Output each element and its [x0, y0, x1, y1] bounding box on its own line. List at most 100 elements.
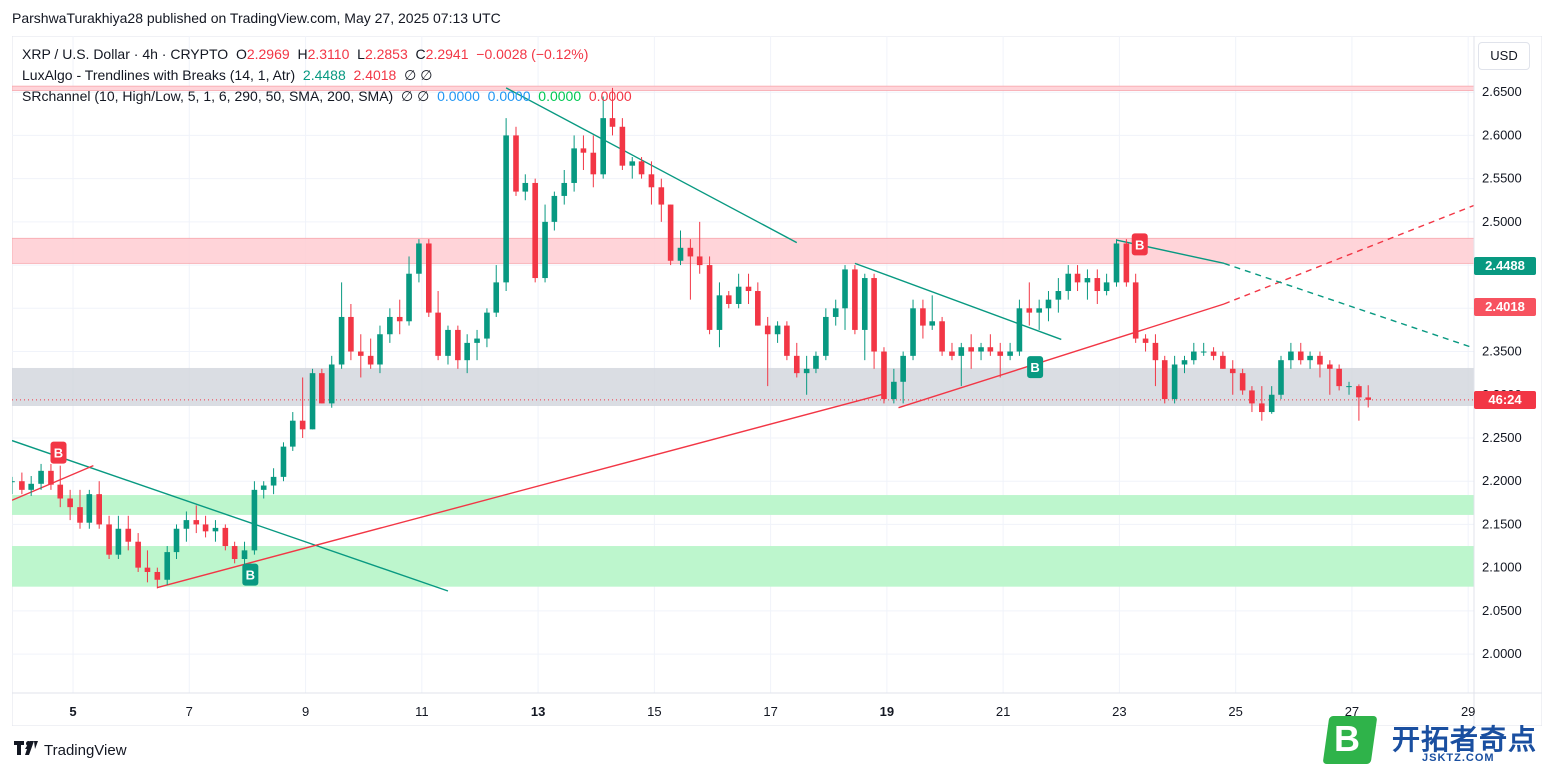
candle-down: [667, 204, 674, 266]
signals: B B B B: [50, 233, 1148, 586]
legend-srchannel-row[interactable]: SRchannel (10, High/Low, 5, 1, 6, 290, 5…: [22, 86, 632, 107]
candle-body: [231, 546, 238, 560]
candle-body: [580, 148, 587, 153]
candle-up: [212, 520, 219, 542]
candle-body: [1307, 355, 1313, 361]
candle-down: [348, 303, 354, 361]
tradingview-logo-text: TradingView: [44, 742, 127, 759]
candle-body: [260, 485, 267, 490]
candle-down: [1132, 273, 1139, 343]
watermark: B 开拓者奇点 JSKTZ.COM: [1312, 714, 1552, 772]
candle-up: [503, 118, 509, 292]
candle-body: [755, 291, 761, 326]
candle-up: [1346, 381, 1352, 395]
candle-body: [1181, 360, 1188, 365]
candle-down: [1327, 360, 1333, 395]
candle-body: [12, 481, 15, 483]
candle-up: [910, 299, 916, 361]
signal-box: [242, 563, 259, 586]
candle-down: [1317, 351, 1323, 378]
srchannel-name: SRchannel (10, High/Low, 5, 1, 6, 290, 5…: [22, 88, 394, 104]
candle-body: [920, 308, 926, 326]
y-tick-label: 2.6000: [1482, 127, 1522, 142]
candle-down: [455, 325, 461, 369]
candle-body: [861, 278, 868, 330]
candle-up: [1181, 355, 1188, 374]
candle-down: [222, 524, 229, 551]
candle-up: [484, 308, 490, 348]
candle-up: [38, 463, 44, 490]
publisher-line: ParshwaTurakhiya28 published on TradingV…: [12, 10, 501, 26]
signal-badge: B: [50, 441, 67, 464]
candle-body: [522, 182, 529, 192]
candle-up: [338, 282, 345, 369]
candle-up: [289, 412, 296, 451]
signal-box: [1131, 233, 1148, 256]
y-tick-label: 2.3500: [1482, 344, 1522, 359]
x-tick-label: 25: [1228, 704, 1242, 719]
candle-body: [106, 524, 112, 555]
luxalgo-na: ∅ ∅: [404, 67, 433, 83]
legend-symbol-row[interactable]: XRP / U.S. Dollar · 4h · CRYPTO O2.2969 …: [22, 44, 632, 65]
candle-body: [464, 342, 470, 361]
candle-up: [86, 489, 93, 529]
candle-up: [260, 481, 267, 499]
trendline: [854, 262, 1062, 341]
y-tick-label: 2.0500: [1482, 603, 1522, 618]
support-zone: [12, 546, 1474, 587]
candle-down: [202, 515, 209, 538]
candle-body: [202, 524, 209, 532]
candle-down: [1336, 364, 1342, 391]
candle-down: [125, 515, 132, 551]
candle-body: [1365, 397, 1372, 400]
candle-up: [677, 230, 684, 266]
candle-down: [871, 273, 877, 369]
watermark-letter: B: [1334, 718, 1360, 759]
candle-body: [958, 347, 965, 356]
time-axis[interactable]: 5 7 9 11 13 15 17 19 21 23 25 27 29: [12, 692, 1542, 719]
candle-body: [144, 567, 151, 572]
trendline: [898, 303, 1225, 409]
candle-down: [619, 118, 626, 170]
candle-up: [493, 265, 500, 317]
candle-body: [725, 295, 732, 304]
candle-down: [1142, 334, 1149, 352]
candle-body: [212, 527, 219, 532]
candle-down: [784, 321, 790, 361]
candle-down: [706, 256, 713, 335]
trendline-projection: [1223, 204, 1475, 305]
candle-up: [735, 273, 742, 309]
candle-body: [619, 126, 626, 166]
tradingview-logo[interactable]: TradingView: [14, 741, 127, 760]
currency-button[interactable]: USD: [1478, 42, 1530, 70]
candle-up: [28, 476, 34, 496]
candle-body: [987, 347, 994, 352]
x-tick-label: 5: [69, 704, 76, 719]
candle-body: [309, 373, 316, 430]
candle-down: [755, 282, 761, 326]
candle-up: [173, 524, 180, 560]
candles: [12, 87, 1372, 589]
candle-up: [1278, 355, 1284, 400]
signal-label: B: [246, 568, 255, 583]
candle-body: [1007, 351, 1013, 356]
legend-luxalgo-row[interactable]: LuxAlgo - Trendlines with Breaks (14, 1,…: [22, 65, 632, 86]
candle-body: [67, 498, 73, 508]
candle-up: [629, 157, 636, 179]
watermark-text: 开拓者奇点: [1392, 724, 1538, 755]
candle-body: [367, 355, 374, 365]
candle-down: [135, 533, 141, 572]
candle-body: [164, 552, 171, 580]
candle-up: [270, 468, 277, 495]
y-tick-label: 2.0000: [1482, 646, 1522, 661]
candle-body: [455, 329, 461, 361]
candle-down: [1229, 360, 1236, 395]
candle-up: [1065, 265, 1072, 300]
candle-body: [629, 161, 636, 166]
candle-up: [377, 325, 383, 374]
candle-body: [706, 265, 713, 330]
candle-down: [396, 299, 403, 335]
candle-body: [348, 316, 354, 352]
